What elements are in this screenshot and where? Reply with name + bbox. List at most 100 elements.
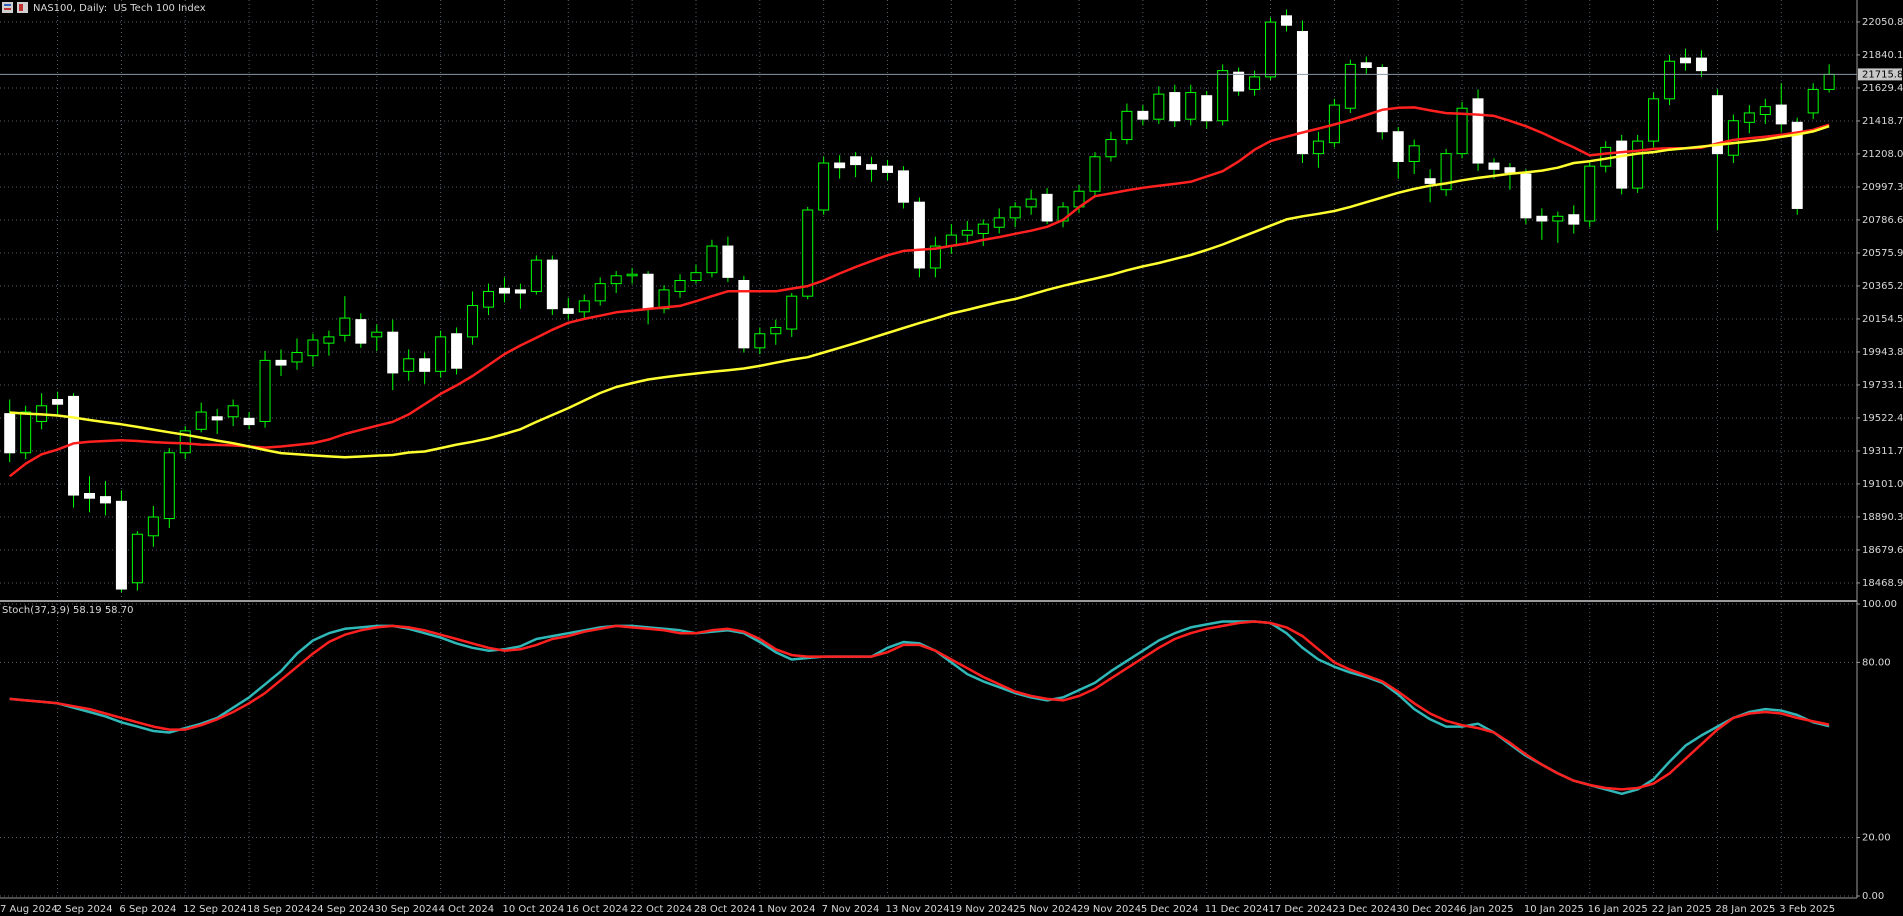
x-tick-label: 22 Jan 2025	[1652, 904, 1712, 915]
x-tick-label: 10 Oct 2024	[502, 904, 564, 915]
candle-body	[674, 280, 686, 292]
y-tick-label: 0.00	[1862, 891, 1884, 902]
y-tick-label: 21840.1	[1862, 50, 1903, 61]
candle-body	[1536, 215, 1548, 222]
y-tick-label: 18468.9	[1862, 578, 1903, 589]
x-tick-label: 7 Aug 2024	[0, 904, 58, 915]
candle-body	[1121, 110, 1133, 141]
x-tick-label: 17 Dec 2024	[1269, 904, 1333, 915]
indicator-line	[9, 125, 1830, 459]
x-tick-label: 4 Oct 2024	[439, 904, 494, 915]
candle-body	[1616, 140, 1628, 189]
candle-body	[1169, 92, 1181, 122]
icon	[2, 2, 13, 13]
icon	[4, 4, 11, 6]
candle-body	[1281, 15, 1292, 26]
x-tick-label: 16 Oct 2024	[566, 904, 628, 915]
candle-body	[1137, 110, 1149, 120]
x-tick-label: 28 Oct 2024	[694, 904, 756, 915]
candle-body	[147, 516, 159, 537]
y-tick-label: 20.00	[1862, 833, 1891, 844]
x-tick-label: 16 Jan 2025	[1588, 904, 1648, 915]
candle-body	[834, 162, 846, 169]
y-tick-label: 19522.4	[1862, 413, 1903, 424]
candle-body	[626, 273, 638, 277]
candle-body	[355, 319, 367, 344]
candle-body	[642, 273, 654, 310]
y-tick-label: 19311.7	[1862, 446, 1903, 457]
x-tick-label: 1 Nov 2024	[758, 904, 816, 915]
candle-body	[1009, 206, 1021, 219]
y-tick-label: 22050.8	[1862, 17, 1903, 28]
candle-body	[897, 170, 909, 203]
marks	[0, 9, 1857, 796]
candle-body	[993, 217, 1005, 228]
candle-body	[882, 165, 893, 173]
labels: 22050.8 21840.1 21629.4 21418.7 21208.0 20997…	[0, 17, 1903, 915]
candle-body	[706, 245, 718, 274]
candle-body	[99, 496, 111, 504]
candle-body	[1041, 193, 1053, 222]
candle-body	[131, 533, 143, 584]
candle-body	[1217, 70, 1229, 122]
y-tick-label: 19733.1	[1862, 380, 1903, 391]
last-price-label: 21715.8	[1862, 69, 1903, 80]
candle-body	[1568, 214, 1580, 225]
x-tick-label: 7 Nov 2024	[822, 904, 880, 915]
x-tick-label: 22 Oct 2024	[630, 904, 692, 915]
candle-body	[1424, 178, 1436, 184]
candle-body	[1823, 73, 1835, 90]
chart-title: NAS100, Daily: US Tech 100 Index	[33, 3, 206, 14]
candle-body	[243, 417, 255, 426]
candle-body	[658, 289, 670, 310]
candle-body	[1265, 21, 1277, 78]
y-tick-label: 80.00	[1862, 657, 1891, 668]
candle-body	[738, 280, 750, 349]
candle-body	[1520, 173, 1532, 219]
candle-body	[850, 156, 862, 166]
x-tick-label: 2 Sep 2024	[56, 904, 113, 915]
candle-body	[690, 272, 702, 282]
candle-body	[961, 229, 973, 236]
candle-body	[4, 413, 16, 454]
candle-body	[211, 416, 223, 421]
candle-body	[1105, 139, 1117, 158]
candle-body	[1440, 153, 1452, 191]
candle-body	[419, 358, 431, 372]
x-tick-label: 30 Sep 2024	[375, 904, 438, 915]
y-tick-label: 19943.8	[1862, 347, 1903, 358]
candle-body	[1025, 198, 1037, 208]
candle-body	[1664, 60, 1676, 100]
x-tick-label: 25 Nov 2024	[1013, 904, 1077, 915]
candle-body	[1360, 62, 1372, 69]
candle-body	[1807, 88, 1819, 114]
candle-body	[1153, 93, 1165, 120]
candle-body	[498, 287, 510, 294]
candle-body	[1680, 57, 1691, 64]
candle-body	[323, 336, 335, 344]
candle-body	[1504, 167, 1516, 173]
candle-body	[1552, 215, 1564, 222]
candle-body	[52, 399, 64, 405]
x-tick-label: 23 Dec 2024	[1332, 904, 1396, 915]
candle-body	[866, 164, 878, 170]
y-tick-label: 20154.5	[1862, 314, 1903, 325]
candle-body	[1695, 57, 1707, 72]
y-tick-label: 21418.7	[1862, 116, 1903, 127]
y-tick-label: 21629.4	[1862, 83, 1903, 94]
y-tick-label: 20786.6	[1862, 215, 1903, 226]
candle-body	[451, 333, 463, 369]
candle-body	[467, 305, 479, 338]
y-tick-label: 21208.0	[1862, 149, 1903, 160]
candle-body	[770, 326, 782, 335]
candle-body	[546, 259, 558, 310]
candle-body	[387, 331, 399, 374]
candle-body	[1632, 140, 1644, 189]
candle-body	[1600, 146, 1612, 167]
y-tick-label: 18890.3	[1862, 512, 1903, 523]
y-tick-label: 18679.6	[1862, 545, 1903, 556]
candle-body	[1312, 140, 1324, 155]
x-tick-label: 29 Nov 2024	[1077, 904, 1141, 915]
